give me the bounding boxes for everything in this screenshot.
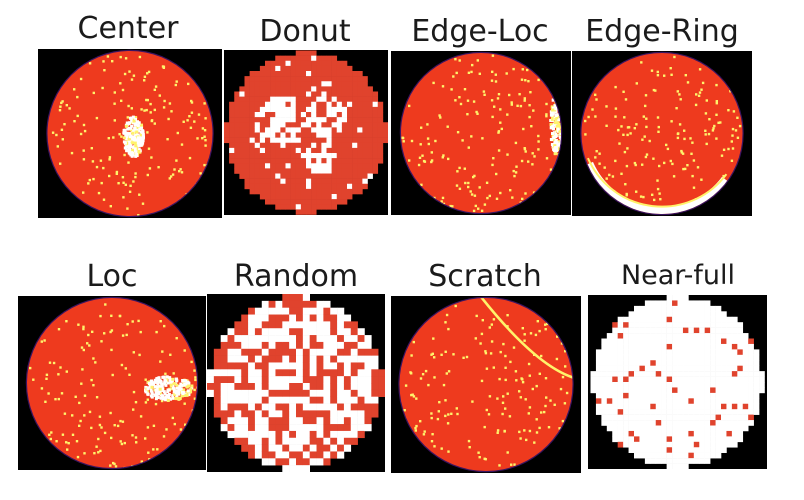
loc-wafer-graphic: [18, 296, 206, 470]
donut-wafer-graphic: [224, 50, 388, 215]
near-full-wafer-graphic: [588, 295, 767, 469]
label-scratch: Scratch: [428, 259, 542, 294]
wafer-map-edge-loc: [391, 51, 571, 215]
random-wafer-graphic: [207, 294, 385, 472]
edge-ring-wafer-graphic: [572, 51, 752, 216]
edge-loc-wafer-graphic: [391, 51, 571, 215]
label-edge-ring: Edge-Ring: [585, 14, 739, 49]
wafer-map-near-full: [588, 295, 767, 469]
label-loc: Loc: [86, 259, 138, 294]
label-donut: Donut: [259, 14, 351, 49]
wafer-map-scratch: [391, 296, 581, 473]
label-edge-loc: Edge-Loc: [411, 14, 549, 49]
label-center: Center: [77, 11, 179, 46]
label-near-full: Near-full: [620, 260, 736, 291]
wafer-map-edge-ring: [572, 51, 752, 216]
wafer-map-loc: [18, 296, 206, 470]
wafer-map-random: [207, 294, 385, 472]
center-wafer-graphic: [38, 49, 222, 218]
wafer-map-center: [38, 49, 222, 218]
wafer-map-donut: [224, 50, 388, 215]
scratch-wafer-graphic: [391, 296, 581, 473]
label-random: Random: [233, 259, 359, 294]
